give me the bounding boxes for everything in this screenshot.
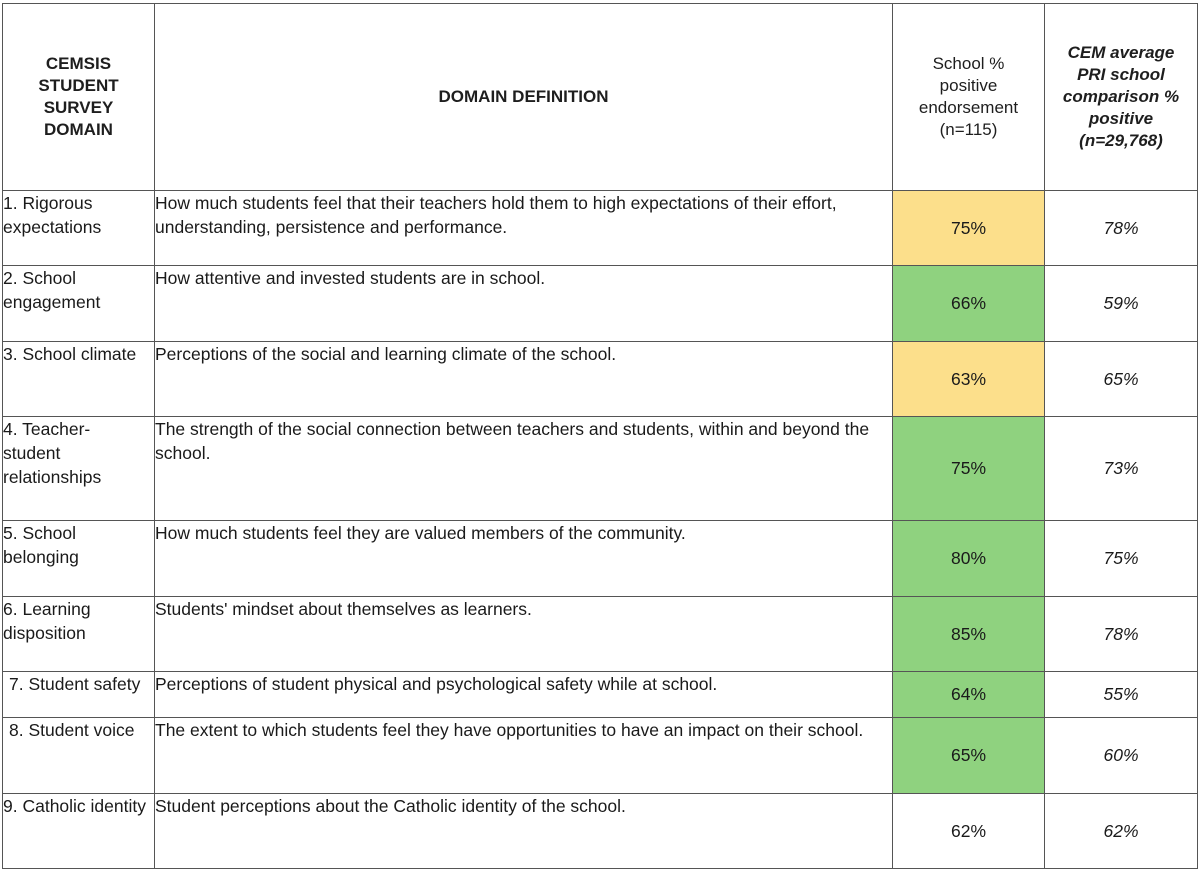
school-percent-cell: 66% [892,265,1045,342]
cem-percent-cell: 78% [1044,596,1198,672]
definition-cell: How much students feel they are valued m… [154,520,893,597]
school-percent-cell: 85% [892,596,1045,672]
cem-percent-cell: 65% [1044,341,1198,417]
header-cem: CEM average PRI school comparison % posi… [1044,3,1198,191]
header-domain-text: CEMSIS STUDENT SURVEY DOMAIN [38,54,119,139]
cem-percent-cell: 55% [1044,671,1198,718]
table-row: 2. School engagement How attentive and i… [2,265,1198,342]
definition-cell: Perceptions of the social and learning c… [154,341,893,417]
cem-percent-cell: 78% [1044,190,1198,266]
school-percent-cell: 65% [892,717,1045,794]
domain-cell: 2. School engagement [2,265,155,342]
domain-cell: 4. Teacher-student relationships [2,416,155,521]
survey-results-table: CEMSIS STUDENT SURVEY DOMAIN DOMAIN DEFI… [2,3,1198,869]
cem-percent-cell: 62% [1044,793,1198,869]
domain-cell: 3. School climate [2,341,155,417]
domain-cell: 9. Catholic identity [2,793,155,869]
domain-cell-text: 4. Teacher-student relationships [3,419,102,487]
header-domain: CEMSIS STUDENT SURVEY DOMAIN [2,3,155,191]
table-row: 4. Teacher-student relationships The str… [2,416,1198,521]
definition-cell: The extent to which students feel they h… [154,717,893,794]
table-row: 3. School climate Perceptions of the soc… [2,341,1198,417]
definition-cell: How attentive and invested students are … [154,265,893,342]
cem-percent-cell: 73% [1044,416,1198,521]
table-row: 6. Learning disposition Students' mindse… [2,596,1198,672]
table-row: 5. School belonging How much students fe… [2,520,1198,597]
table-row: 1. Rigorous expectations How much studen… [2,190,1198,266]
school-percent-cell: 64% [892,671,1045,718]
definition-cell: The strength of the social connection be… [154,416,893,521]
domain-cell: 1. Rigorous expectations [2,190,155,266]
table-row: 7. Student safety Perceptions of student… [2,671,1198,718]
school-percent-cell: 75% [892,190,1045,266]
table-row: 8. Student voice The extent to which stu… [2,717,1198,794]
header-cem-text: CEM average PRI school comparison % posi… [1062,43,1180,150]
definition-cell: How much students feel that their teache… [154,190,893,266]
table-row: 9. Catholic identity Student perceptions… [2,793,1198,869]
definition-cell: Student perceptions about the Catholic i… [154,793,893,869]
header-school-text: School % positive endorsement (n=115) [918,54,1019,139]
table-header-row: CEMSIS STUDENT SURVEY DOMAIN DOMAIN DEFI… [2,3,1198,191]
cem-percent-cell: 75% [1044,520,1198,597]
definition-cell: Students' mindset about themselves as le… [154,596,893,672]
cem-percent-cell: 60% [1044,717,1198,794]
definition-cell: Perceptions of student physical and psyc… [154,671,893,718]
school-percent-cell: 80% [892,520,1045,597]
school-percent-cell: 75% [892,416,1045,521]
domain-cell: 5. School belonging [2,520,155,597]
school-percent-cell: 62% [892,793,1045,869]
header-school: School % positive endorsement (n=115) [892,3,1045,191]
cem-percent-cell: 59% [1044,265,1198,342]
table-body: 1. Rigorous expectations How much studen… [2,190,1198,869]
domain-cell: 7. Student safety [2,671,155,718]
domain-cell: 6. Learning disposition [2,596,155,672]
header-definition: DOMAIN DEFINITION [154,3,893,191]
domain-cell: 8. Student voice [2,717,155,794]
school-percent-cell: 63% [892,341,1045,417]
